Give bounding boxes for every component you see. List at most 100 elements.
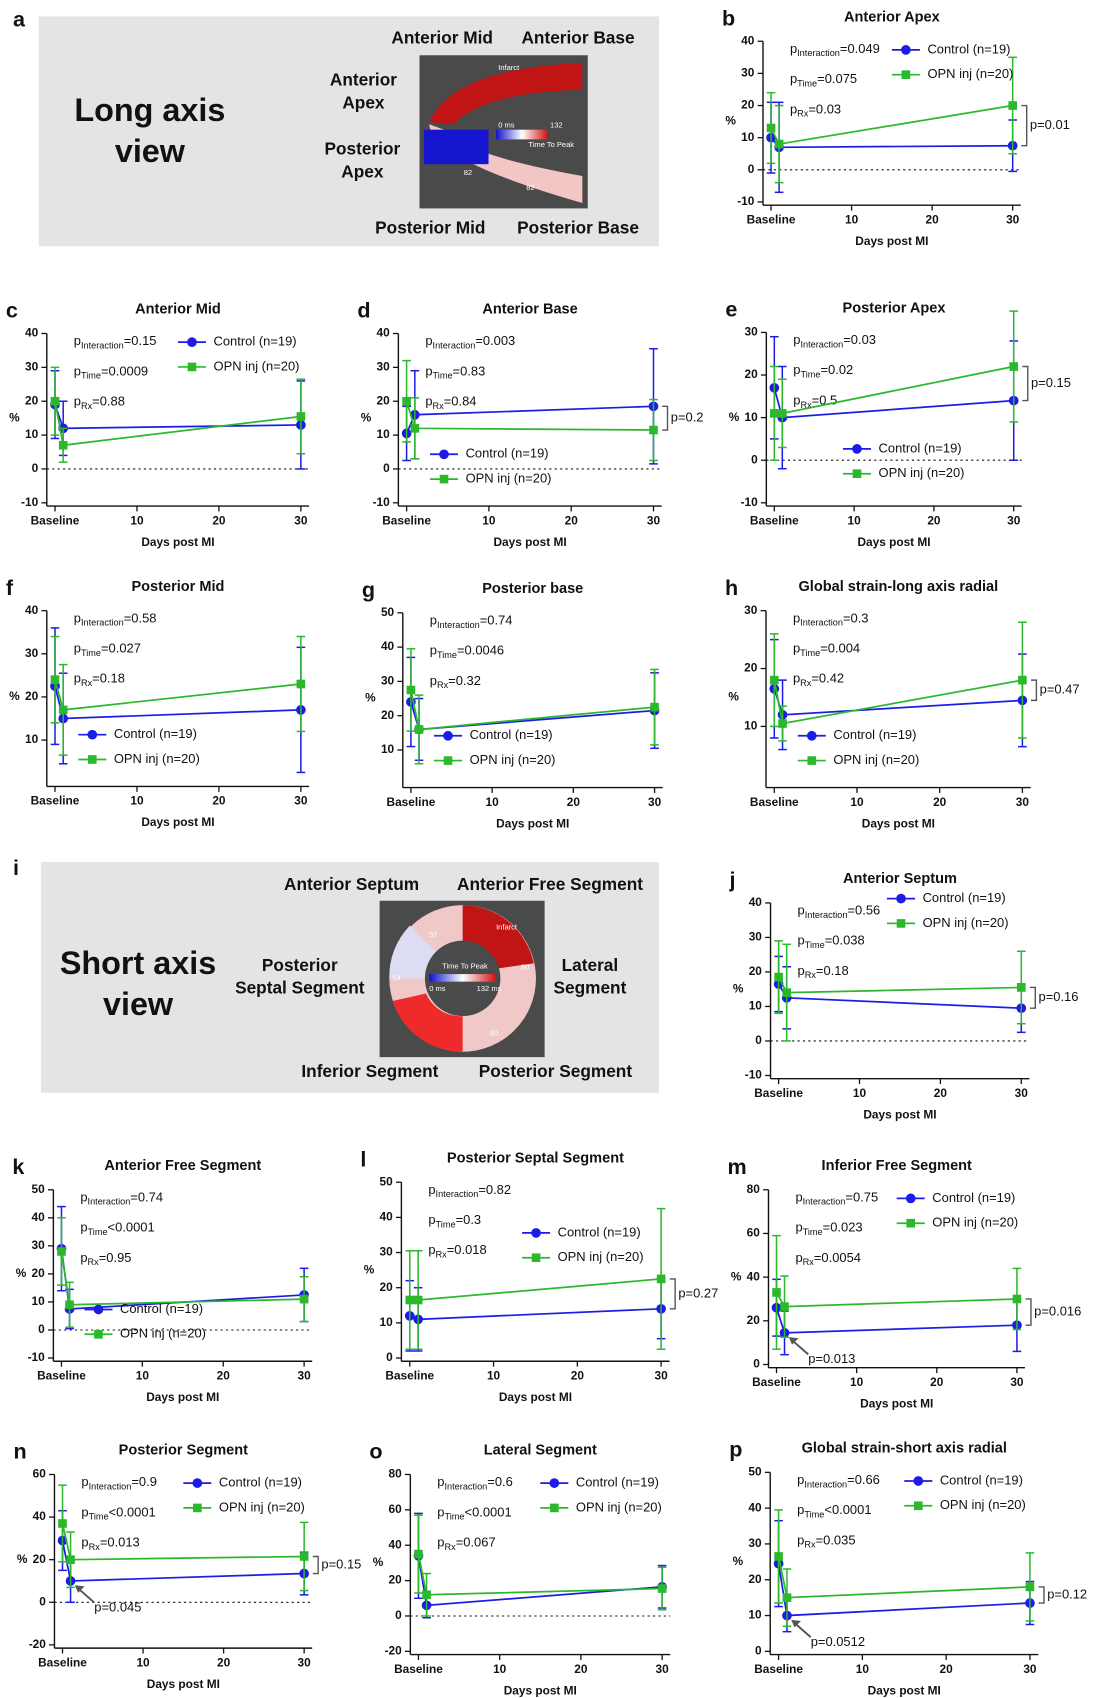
stat-subscript: Rx <box>436 1250 448 1260</box>
y-axis-label: % <box>364 1262 375 1276</box>
legend-label: OPN inj (n=20) <box>940 1497 1026 1512</box>
stat-value: =0.95 <box>99 1250 132 1265</box>
x-tick-label: 10 <box>848 513 862 527</box>
marker <box>422 1590 431 1599</box>
stat-symbol: p <box>793 671 800 686</box>
y-tick-label: 20 <box>747 1313 761 1327</box>
stat-symbol: p <box>793 332 800 347</box>
stat-symbol: p <box>795 1220 802 1235</box>
legend-label: OPN inj (n=20) <box>879 465 965 480</box>
x-tick-label: Baseline <box>750 795 799 809</box>
segment-label: Segment <box>553 978 626 998</box>
stat-value: =0.6 <box>487 1475 513 1490</box>
stat-value: =0.15 <box>124 334 157 349</box>
segment-label: Anterior Free Segment <box>457 874 643 894</box>
x-tick-label: 20 <box>940 1662 954 1676</box>
x-axis-label: Days post MI <box>496 816 569 830</box>
stat-text: pRx=0.42 <box>793 671 844 688</box>
marker <box>1009 362 1018 371</box>
bracket <box>662 406 667 430</box>
x-tick-label: 10 <box>856 1662 870 1676</box>
legend-marker <box>187 337 197 347</box>
image-text: Time To Peak <box>528 140 574 149</box>
legend-label: Control (n=19) <box>932 1190 1015 1205</box>
y-axis-label: % <box>9 410 20 424</box>
figure: a Long axis view Infarct 0 ms 132 Time T… <box>0 0 1100 1698</box>
image-text: 80 <box>490 1028 498 1037</box>
stat-symbol: p <box>430 643 437 658</box>
stat-symbol: p <box>790 102 797 117</box>
x-tick-label: 30 <box>1006 212 1020 226</box>
x-tick-label: Baseline <box>37 1368 86 1382</box>
y-tick-label: 10 <box>25 427 39 441</box>
x-axis-label: Days post MI <box>855 234 928 248</box>
stat-text: pRx=0.95 <box>80 1250 131 1267</box>
stat-text: pRx=0.5 <box>793 393 837 410</box>
y-tick-label: 50 <box>748 1464 762 1478</box>
x-tick-label: Baseline <box>754 1086 803 1100</box>
y-tick-label: 40 <box>25 603 39 617</box>
stat-text: pRx=0.018 <box>428 1243 486 1260</box>
stat-symbol: p <box>74 334 81 349</box>
panel-letter: k <box>12 1154 24 1179</box>
stat-text: pRx=0.0054 <box>795 1250 861 1267</box>
legend-label: Control (n=19) <box>114 726 197 741</box>
stat-text: pInteraction=0.9 <box>81 1475 157 1492</box>
stat-text: pTime=0.023 <box>795 1220 862 1237</box>
x-axis-label: Days post MI <box>141 535 214 549</box>
marker <box>1018 676 1027 685</box>
y-tick-label: 40 <box>33 1509 47 1523</box>
stat-text: pTime=0.83 <box>425 364 485 381</box>
marker <box>57 1247 66 1256</box>
image-text: 57 <box>429 930 437 939</box>
stat-symbol: p <box>428 1212 435 1227</box>
stat-subscript: Interaction <box>797 49 840 59</box>
x-tick-label: 30 <box>648 795 662 809</box>
chart-title: Global strain-long axis radial <box>798 579 998 595</box>
panel-letter: g <box>362 577 375 602</box>
x-tick-label: 20 <box>217 1368 231 1382</box>
marker <box>1017 983 1026 992</box>
stat-value: =0.038 <box>825 933 865 948</box>
x-tick-label: 30 <box>655 1368 669 1382</box>
arrow-label: p=0.0512 <box>811 1634 865 1649</box>
stat-subscript: Interaction <box>800 340 843 350</box>
segment-label: Posterior Segment <box>479 1061 633 1081</box>
stat-subscript: Rx <box>800 678 812 688</box>
panel-letter: l <box>360 1146 366 1171</box>
stat-symbol: p <box>430 613 437 628</box>
stat-value: <0.0001 <box>824 1503 871 1518</box>
y-tick-label: 80 <box>747 1182 761 1196</box>
x-tick-label: 10 <box>130 794 144 808</box>
legend-label: OPN inj (n=20) <box>923 915 1009 930</box>
marker <box>770 676 779 685</box>
y-tick-label: 0 <box>748 162 755 176</box>
legend-marker <box>440 475 449 484</box>
x-tick-label: Baseline <box>752 1375 801 1389</box>
image-text: 80 <box>521 963 529 972</box>
marker <box>767 124 776 133</box>
marker <box>658 1584 667 1593</box>
stat-value: =0.66 <box>847 1472 880 1487</box>
y-tick-label: -10 <box>373 495 391 509</box>
chart-title: Anterior Base <box>482 302 577 318</box>
marker <box>774 973 783 982</box>
y-tick-label: 20 <box>744 661 758 675</box>
y-tick-label: 10 <box>32 1294 46 1308</box>
series-line <box>777 1292 1017 1306</box>
stat-subscript: Interaction <box>81 341 124 351</box>
stat-value: =0.013 <box>100 1535 140 1550</box>
x-tick-label: 10 <box>493 1662 507 1676</box>
legend-label: OPN inj (n=20) <box>576 1499 662 1514</box>
y-tick-label: 30 <box>744 603 758 617</box>
stat-symbol: p <box>430 673 437 688</box>
stat-subscript: Rx <box>445 1542 457 1552</box>
y-tick-label: 10 <box>377 427 391 441</box>
series-line <box>410 1279 661 1300</box>
stat-value: =0.035 <box>816 1533 856 1548</box>
stat-value: =0.9 <box>131 1475 157 1490</box>
y-tick-label: 0 <box>38 1322 45 1336</box>
stat-subscript: Time <box>437 650 457 660</box>
legend-marker <box>532 1253 541 1262</box>
legend-label: Control (n=19) <box>558 1224 641 1239</box>
